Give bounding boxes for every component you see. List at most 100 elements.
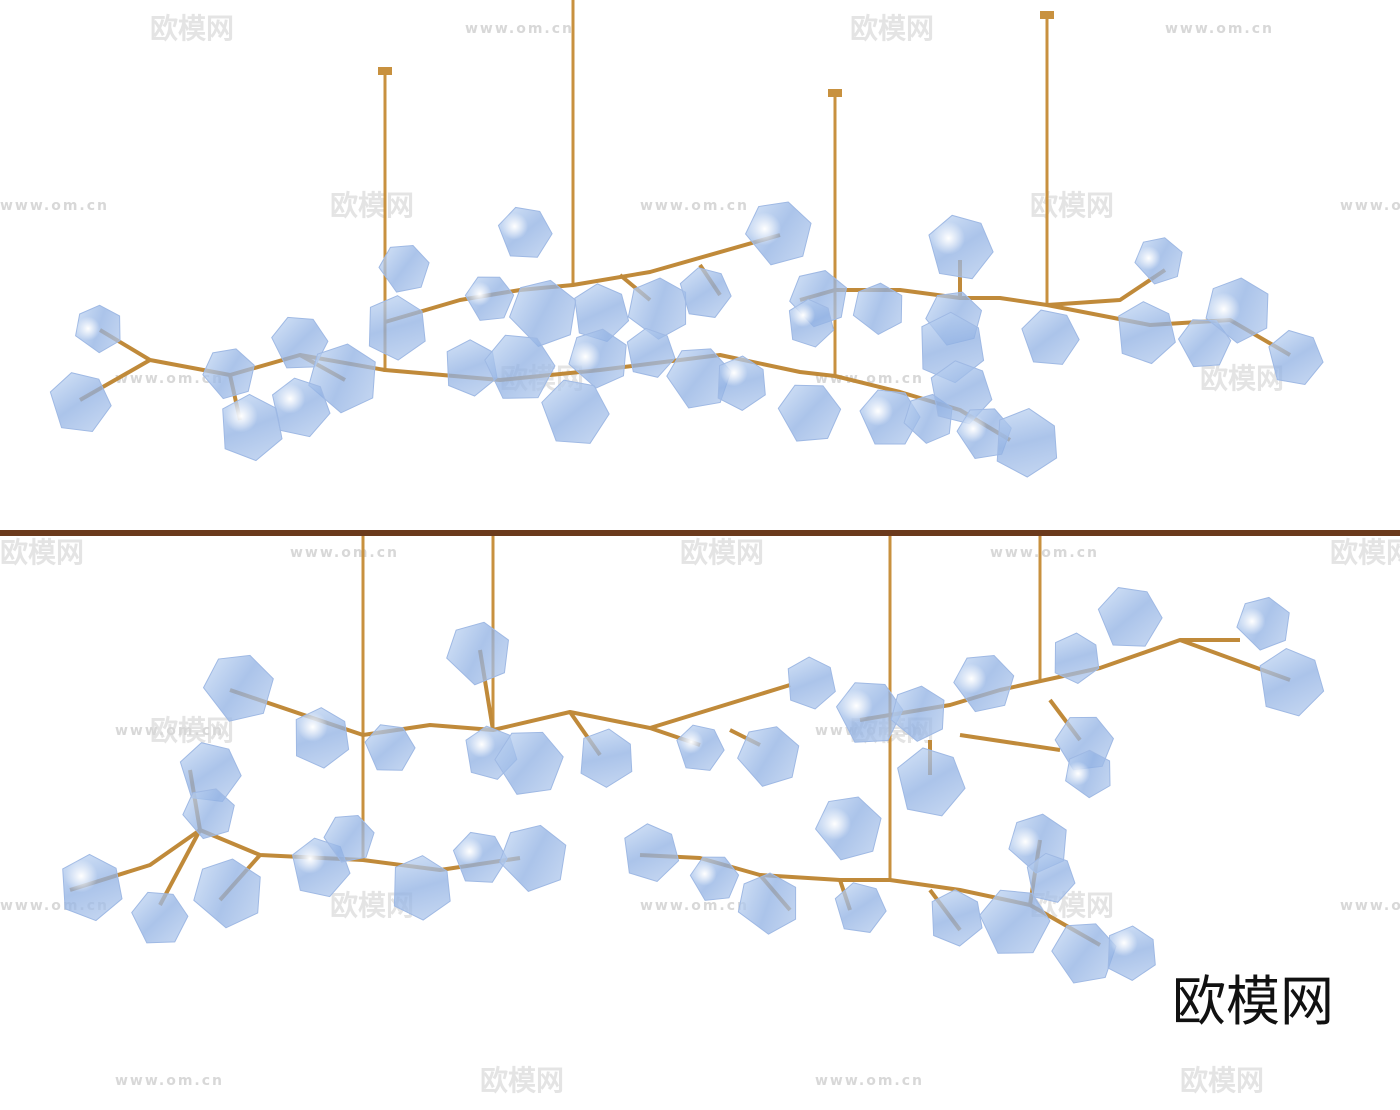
gem-glass — [364, 724, 416, 771]
gem — [574, 283, 630, 342]
watermark-brand: 欧模网 — [480, 1064, 564, 1097]
watermark-url: www.om.cn — [115, 1073, 224, 1089]
sparkle — [791, 303, 816, 328]
sparkle — [679, 729, 704, 754]
sparkle — [692, 861, 717, 886]
gem — [624, 823, 680, 882]
gem — [676, 724, 725, 771]
gem-glass — [1097, 587, 1163, 647]
gem — [393, 855, 451, 921]
watermark-url: www.om.cn — [815, 1073, 924, 1089]
gem — [787, 656, 836, 710]
watermark-url: www.om.cn — [640, 198, 749, 214]
gem — [1268, 329, 1324, 386]
branch — [158, 829, 202, 906]
gem — [1054, 632, 1100, 684]
sparkle — [1010, 826, 1041, 857]
gem — [49, 372, 112, 433]
gem-glass — [193, 858, 261, 929]
gem — [494, 731, 564, 795]
watermark-url: www.om.cn — [1165, 21, 1274, 37]
gem-glass — [624, 823, 680, 882]
gem — [222, 393, 283, 462]
gem — [1026, 852, 1076, 903]
watermark-brand: 欧模网 — [1180, 1064, 1264, 1097]
sparkle — [295, 843, 326, 874]
gem — [498, 824, 567, 892]
gem-glass — [574, 283, 630, 342]
gem-glass — [446, 621, 510, 686]
gem-glass — [368, 295, 426, 361]
gem — [744, 201, 812, 266]
watermark-url: www.om.cn — [815, 371, 924, 387]
gem — [679, 267, 732, 318]
gem — [182, 788, 235, 840]
sparkle — [297, 711, 328, 742]
gem-glass — [897, 747, 966, 817]
watermark-brand: 欧模网 — [680, 536, 764, 569]
gem-glass — [679, 267, 732, 318]
gem — [193, 858, 261, 929]
gem — [834, 882, 887, 933]
gem — [788, 298, 835, 348]
ceiling — [0, 530, 1400, 536]
sparkle — [748, 212, 782, 246]
gem-glass — [737, 872, 797, 935]
gem — [1134, 237, 1183, 285]
watermark-brand: 欧模网 — [150, 12, 234, 45]
gem — [921, 311, 985, 384]
sparkle — [1136, 246, 1161, 271]
gem — [717, 355, 766, 411]
gem-glass — [182, 788, 235, 840]
gem-glass — [49, 372, 112, 433]
gem-glass — [787, 656, 836, 710]
gem — [953, 654, 1015, 713]
gem-glass — [498, 824, 567, 892]
gem — [931, 889, 983, 947]
gem — [1021, 309, 1080, 365]
gem — [928, 214, 994, 280]
gem-glass — [777, 384, 842, 442]
sparkle — [1066, 761, 1091, 786]
gem-glass — [931, 889, 983, 947]
gem — [308, 343, 376, 414]
gem-glass — [852, 282, 903, 336]
gem — [835, 682, 904, 743]
sparkle — [501, 212, 529, 240]
sparkle — [956, 663, 987, 694]
gem — [1107, 925, 1156, 981]
gem — [323, 815, 375, 863]
gem-glass — [323, 815, 375, 863]
watermark-brand: 欧模网 — [1330, 536, 1400, 569]
gem — [62, 853, 123, 922]
gem — [378, 245, 430, 293]
gem — [1118, 301, 1176, 365]
gem — [1065, 749, 1111, 799]
sparkle — [456, 837, 484, 865]
gem-glass — [393, 855, 451, 921]
gem — [131, 891, 189, 944]
sparkle — [76, 316, 101, 341]
gem-glass — [202, 348, 255, 400]
rod-cap — [378, 67, 392, 75]
gem — [777, 384, 842, 442]
gem-glass — [979, 889, 1051, 954]
gem — [1177, 319, 1232, 368]
gem — [1236, 596, 1290, 651]
gem-glass — [131, 891, 189, 944]
gem-glass — [996, 408, 1058, 478]
gem-glass — [1021, 309, 1080, 365]
gem-glass — [626, 327, 676, 378]
gem — [930, 360, 993, 425]
gem — [897, 747, 966, 817]
gem — [689, 856, 740, 901]
watermark-brand: 欧模网 — [0, 536, 84, 569]
gem — [890, 685, 945, 742]
watermark-url: www.om.cn — [0, 198, 109, 214]
sparkle — [224, 399, 258, 433]
sparkle — [275, 383, 306, 414]
gem — [202, 348, 255, 400]
gem-glass — [1118, 301, 1176, 365]
